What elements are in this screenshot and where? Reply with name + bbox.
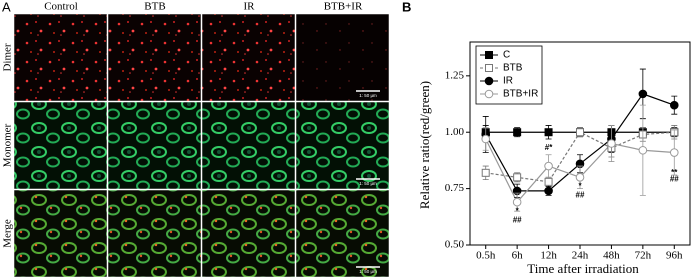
significance-mark: ## bbox=[576, 190, 585, 199]
micrograph bbox=[295, 13, 390, 102]
marker bbox=[544, 128, 553, 137]
marker bbox=[669, 148, 679, 157]
marker bbox=[576, 128, 584, 137]
y-tick-label: 1.25 bbox=[445, 69, 465, 81]
scale-bar-label: 1: 50 μm bbox=[359, 93, 377, 98]
micrograph bbox=[13, 13, 108, 102]
micrograph bbox=[107, 13, 202, 102]
legend-label: IR bbox=[503, 76, 513, 87]
panel-label: B bbox=[402, 0, 411, 14]
x-tick-label: 24h bbox=[572, 250, 589, 262]
x-tick-label: 72h bbox=[635, 250, 652, 262]
marker bbox=[638, 145, 648, 155]
scale-bar-label: 1: 50 μm bbox=[359, 269, 377, 274]
micrograph bbox=[201, 13, 296, 102]
micrograph bbox=[295, 189, 390, 278]
micrograph bbox=[201, 189, 296, 278]
row-label: Merge bbox=[2, 219, 14, 248]
x-tick-label: 0.5h bbox=[476, 250, 496, 262]
legend-label: BTB bbox=[503, 63, 523, 74]
column-label: Control bbox=[44, 1, 78, 13]
micrograph bbox=[13, 101, 108, 190]
significance-mark: ## bbox=[670, 175, 679, 184]
legend-marker bbox=[485, 64, 493, 72]
marker bbox=[638, 89, 648, 99]
significance-mark: * bbox=[516, 206, 520, 215]
column-label: IR bbox=[244, 1, 256, 13]
panel-label: A bbox=[2, 0, 11, 14]
marker bbox=[513, 128, 522, 137]
significance-mark: ** bbox=[671, 168, 678, 177]
legend-marker bbox=[485, 51, 493, 59]
micrograph bbox=[295, 101, 390, 190]
column-label: BTB+IR bbox=[324, 1, 363, 13]
y-axis-title: Relative ratio(red/green) bbox=[417, 81, 432, 209]
x-tick-label: 48h bbox=[603, 250, 620, 262]
micrograph bbox=[201, 101, 296, 190]
panel-a: A Control BTB IR BTB+IR Dimer 1: 50 μm Monomer… bbox=[2, 0, 390, 278]
x-tick-label: 12h bbox=[540, 250, 557, 262]
significance-mark: ## bbox=[513, 215, 522, 224]
panel-b: B Time after irradiation Relative ratio(… bbox=[402, 0, 691, 276]
y-tick-label: 0.50 bbox=[445, 239, 465, 251]
legend-marker bbox=[484, 76, 494, 86]
marker bbox=[481, 134, 491, 144]
micrograph bbox=[107, 101, 202, 190]
marker bbox=[575, 173, 585, 182]
marker bbox=[669, 100, 679, 110]
marker bbox=[544, 177, 553, 186]
x-tick-label: 96h bbox=[666, 250, 683, 262]
micrograph bbox=[13, 189, 108, 278]
marker bbox=[512, 197, 522, 207]
legend-label: BTB+IR bbox=[503, 89, 538, 100]
marker bbox=[481, 168, 490, 177]
row-label: Monomer bbox=[2, 123, 14, 167]
y-tick-label: 0.75 bbox=[445, 182, 465, 194]
legend-label: C bbox=[503, 50, 510, 61]
marker bbox=[544, 161, 553, 171]
scale-bar-label: 1: 50 μm bbox=[359, 181, 377, 186]
legend-marker bbox=[484, 89, 494, 99]
column-label: BTB bbox=[144, 1, 165, 13]
significance-mark: #* bbox=[545, 143, 553, 152]
significance-mark: * bbox=[578, 181, 582, 190]
x-tick-label: 6h bbox=[512, 250, 524, 262]
y-tick-label: 1.00 bbox=[445, 126, 465, 138]
marker bbox=[607, 139, 616, 148]
row-label: Dimer bbox=[2, 43, 14, 71]
micrograph bbox=[107, 189, 202, 278]
x-axis-title: Time after irradiation bbox=[527, 261, 639, 276]
marker bbox=[513, 173, 522, 182]
marker bbox=[544, 186, 553, 196]
